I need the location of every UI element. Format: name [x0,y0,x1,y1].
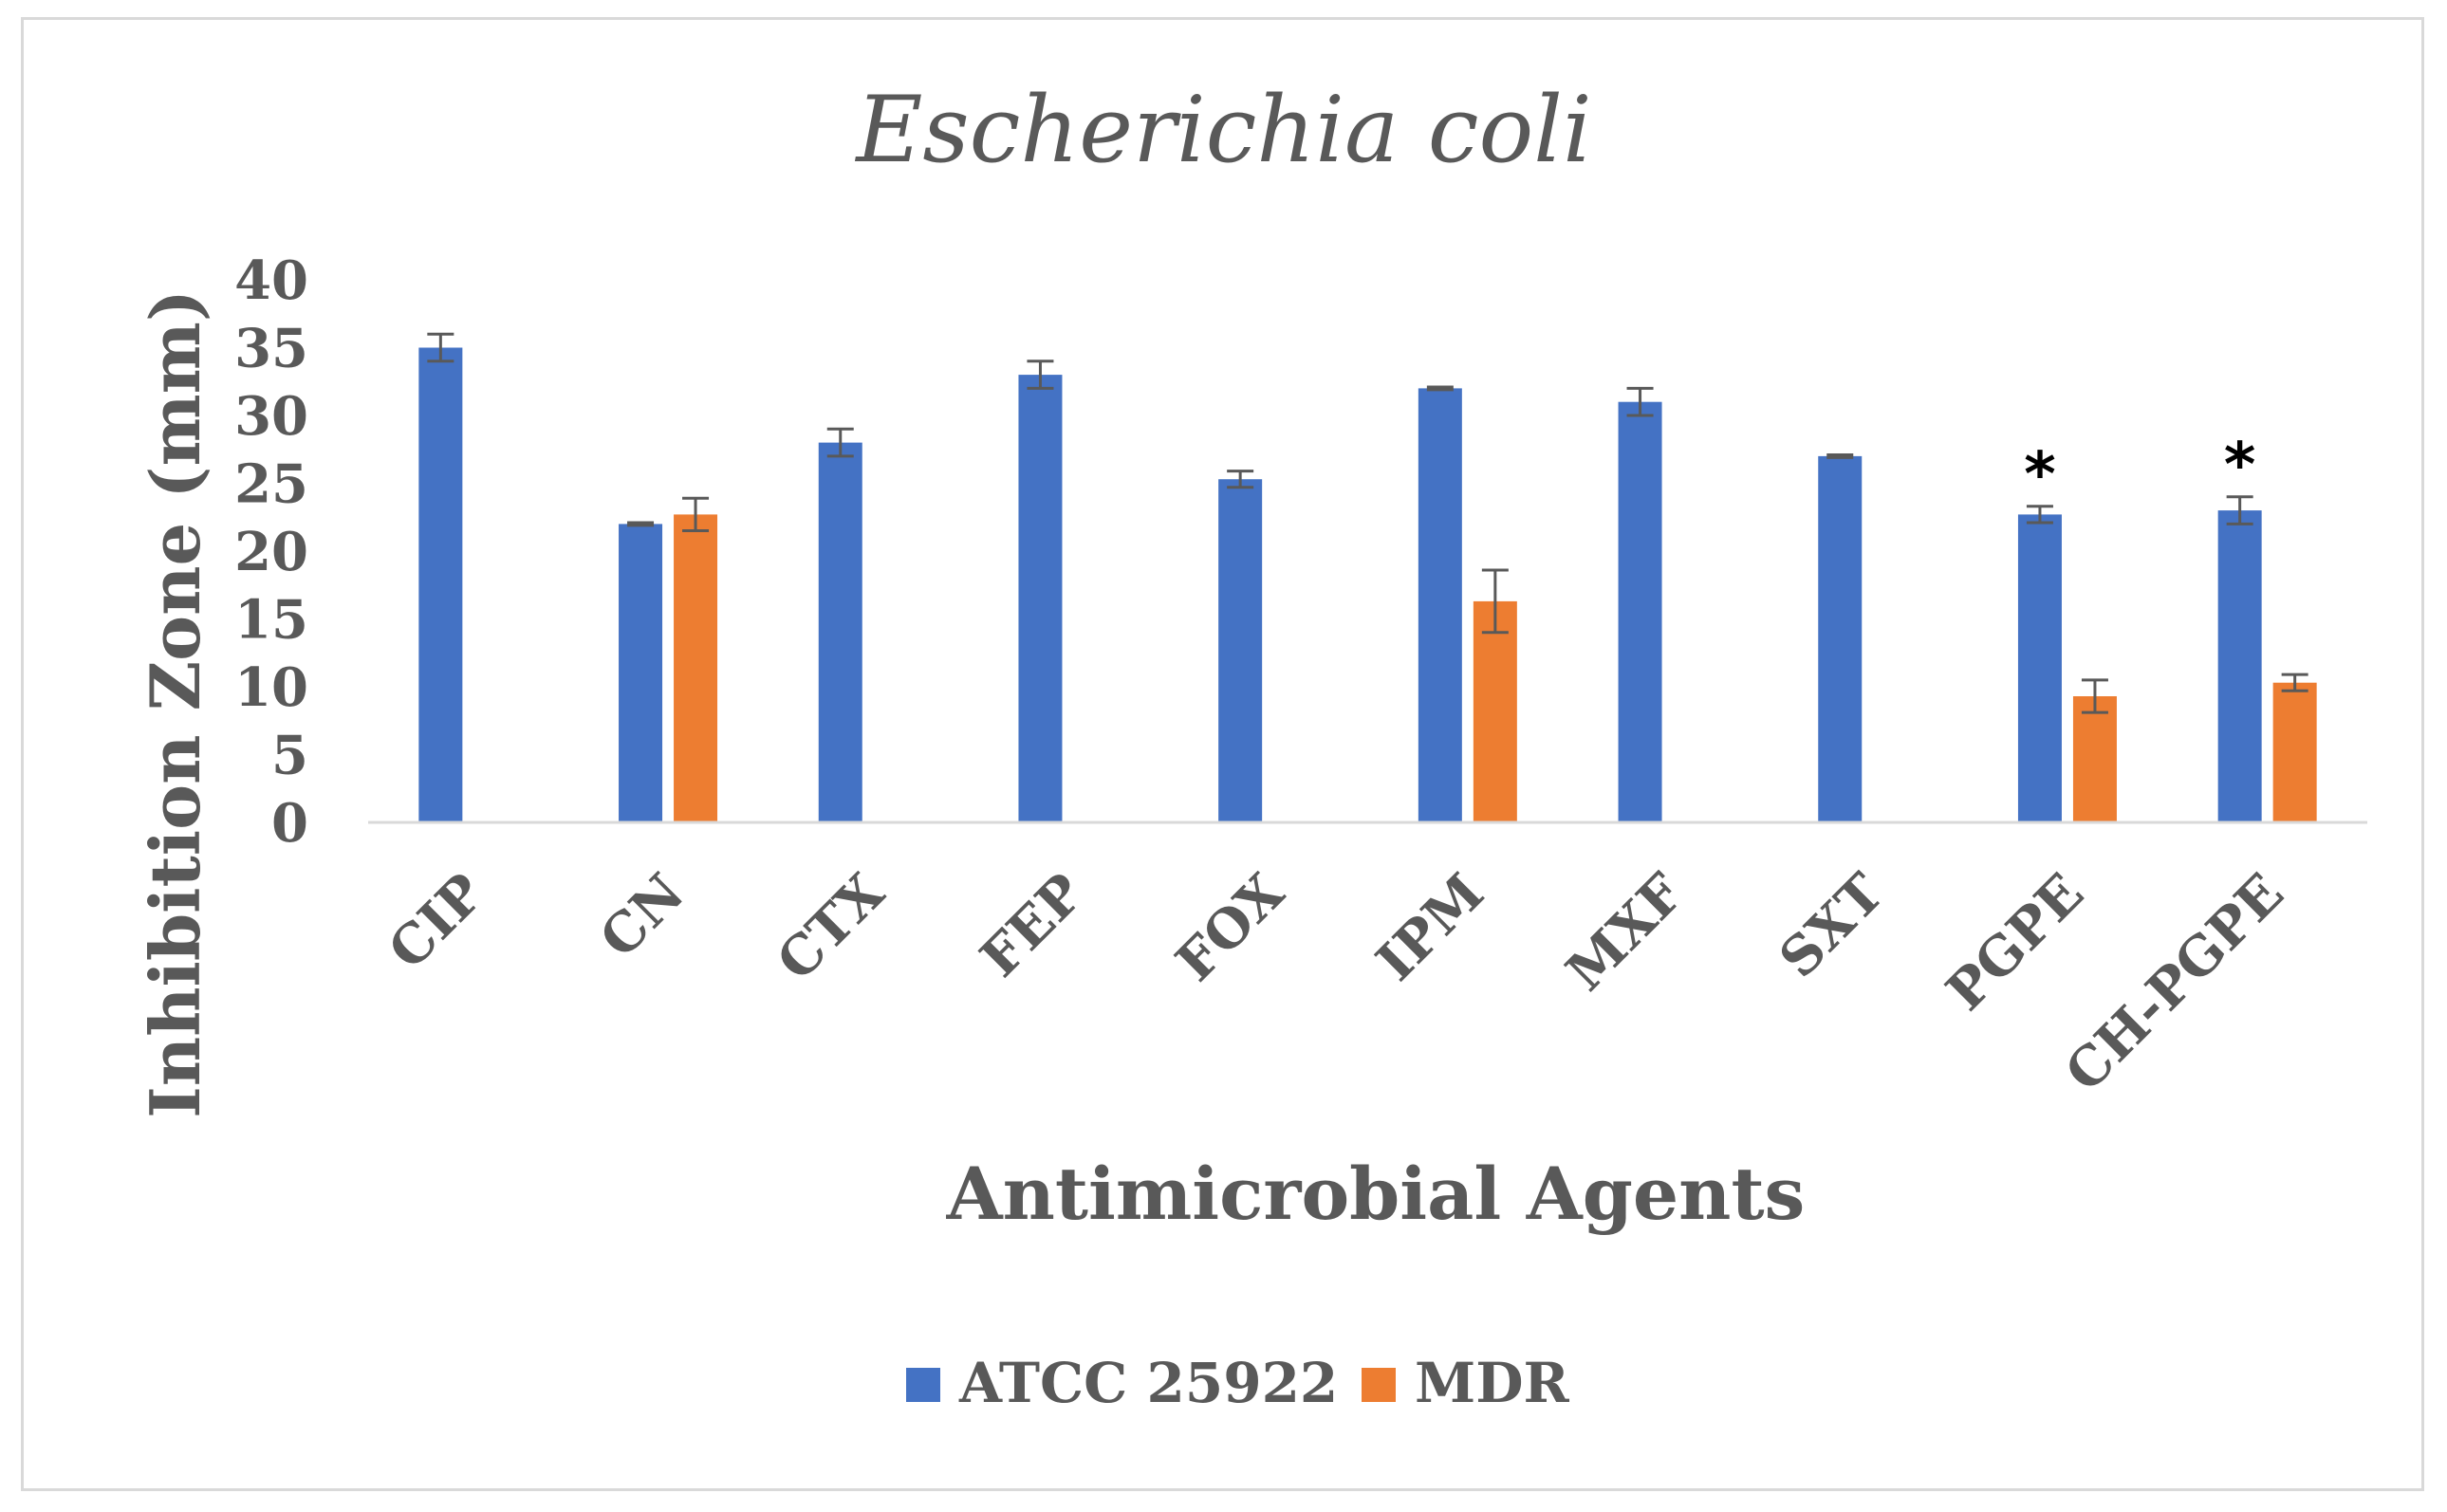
x-tick-label-ipm: IPM [1364,861,1496,993]
y-tick-label: 15 [234,589,308,652]
y-tick-label: 35 [234,318,308,380]
x-tick-label-ctx: CTX [765,861,897,993]
bar-atcc-cn [619,524,663,822]
x-axis-title: Antimicrobial Agents [946,1152,1806,1236]
y-axis-title: Inhibition Zone (mm) [135,289,215,1118]
x-tick-label-fep: FEP [969,861,1097,989]
x-tick-label-fox: FOX [1164,861,1297,994]
annotations-group: * * [2024,431,2255,510]
bar-atcc-ch-pgpe [2217,510,2262,822]
bar-atcc-ipm [1418,388,1462,822]
significance-asterisk: * [2024,440,2055,510]
legend-label-atcc: ATCC 25922 [958,1351,1338,1415]
x-tick-label-cn: CN [588,861,696,969]
y-tick-label: 30 [234,385,308,448]
y-tick-label: 10 [234,656,308,719]
bar-atcc-pgpe [2017,514,2062,822]
bar-atcc-mxf [1618,401,1662,822]
bars-group [418,347,2317,822]
y-tick-label: 25 [234,453,308,516]
x-tick-label-mxf: MXF [1554,861,1696,1004]
x-tick-label-cip: CIP [377,861,496,981]
significance-asterisk: * [2224,431,2255,501]
bar-mdr-ch-pgpe [2272,682,2317,822]
bar-atcc-fox [1218,479,1263,822]
bar-atcc-cip [418,347,463,822]
bar-atcc-sxt [1818,455,1863,822]
legend: ATCC 25922 MDR [906,1351,1569,1415]
bar-mdr-ipm [1473,600,1517,822]
bar-mdr-cn [674,514,718,822]
x-tick-label-pgpe: PGPE [1935,861,2096,1023]
error-bars-group [427,332,2308,714]
legend-swatch-mdr [1362,1368,1396,1402]
y-tick-label: 0 [271,792,308,855]
x-tick-label-sxt: SXT [1768,861,1897,990]
bar-mdr-pgpe [2072,696,2117,822]
chart-title: Escherichia coli [854,77,1591,183]
y-tick-label: 5 [271,725,308,787]
bar-atcc-fep [1018,375,1063,822]
bar-atcc-ctx [818,442,862,822]
legend-label-mdr: MDR [1415,1351,1569,1415]
y-tick-label: 20 [234,521,308,583]
x-tick-label-ch-pgpe: CH-PGPE [2053,861,2296,1104]
legend-swatch-atcc [906,1368,940,1402]
y-tick-label: 40 [234,249,308,312]
